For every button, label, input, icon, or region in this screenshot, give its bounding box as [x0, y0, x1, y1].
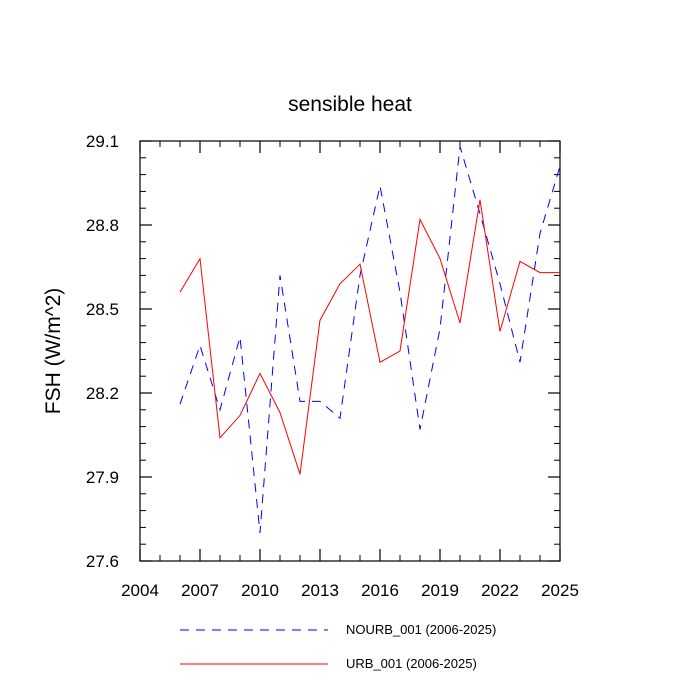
legend-label-nourb: NOURB_001 (2006-2025)	[346, 622, 496, 637]
x-tick-label: 2010	[241, 581, 279, 600]
x-tick-label: 2025	[541, 581, 579, 600]
series-lines	[179, 146, 561, 534]
x-tick-label: 2004	[121, 581, 159, 600]
y-tick-label: 28.2	[86, 384, 119, 403]
y-tick-label: 28.8	[86, 216, 119, 235]
y-tick-label: 28.5	[86, 300, 119, 319]
plot-area	[139, 140, 561, 562]
chart-title: sensible heat	[288, 93, 412, 116]
legend: NOURB_001 (2006-2025) URB_001 (2006-2025…	[180, 622, 496, 671]
series-line-urb	[179, 199, 560, 475]
plot-border	[139, 140, 561, 562]
x-tick-label: 2019	[421, 581, 459, 600]
axis-ticks	[139, 140, 561, 562]
y-axis-label: FSH (W/m^2)	[42, 288, 65, 415]
x-tick-label: 2013	[301, 581, 339, 600]
y-tick-label: 27.6	[86, 552, 119, 571]
x-tick-label: 2007	[181, 581, 219, 600]
x-tick-label: 2016	[361, 581, 399, 600]
y-tick-label: 27.9	[86, 468, 119, 487]
legend-label-urb: URB_001 (2006-2025)	[346, 656, 477, 671]
x-tick-label: 2022	[481, 581, 519, 600]
axis-tick-labels: 2004 2007 2010 2013 2016 2019 2022 2025 27.6 27.9…	[86, 132, 579, 600]
y-tick-label: 29.1	[86, 132, 119, 151]
series-line-nourb	[179, 146, 561, 534]
